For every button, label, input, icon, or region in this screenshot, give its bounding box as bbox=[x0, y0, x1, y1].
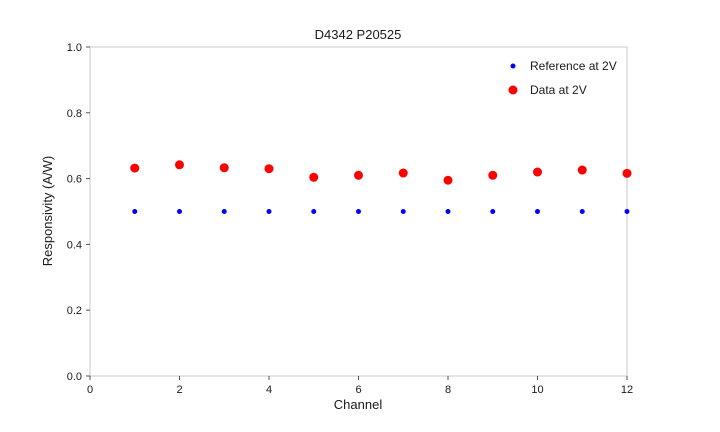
x-axis-label: Channel bbox=[334, 397, 383, 412]
reference-marker-icon bbox=[510, 63, 516, 69]
svg-text:10: 10 bbox=[531, 384, 543, 396]
svg-text:0.2: 0.2 bbox=[67, 305, 82, 317]
legend: Reference at 2V Data at 2V bbox=[508, 59, 617, 97]
svg-text:0: 0 bbox=[87, 384, 93, 396]
data-marker-icon bbox=[508, 85, 518, 95]
y-axis-label: Responsivity (A/W) bbox=[40, 156, 55, 267]
chart-title: D4342 P20525 bbox=[315, 27, 402, 42]
svg-text:0.8: 0.8 bbox=[67, 108, 82, 120]
svg-text:2: 2 bbox=[176, 384, 182, 396]
svg-text:12: 12 bbox=[621, 384, 633, 396]
svg-text:0.4: 0.4 bbox=[67, 239, 82, 251]
svg-text:1.0: 1.0 bbox=[67, 42, 82, 54]
axis-ticks: 0 2 4 6 8 10 12 0.0 0.2 0.4 0.6 0.8 1.0 bbox=[67, 42, 633, 396]
data-points bbox=[130, 160, 632, 214]
legend-item-data: Data at 2V bbox=[508, 83, 587, 97]
legend-label-reference: Reference at 2V bbox=[530, 59, 617, 73]
svg-text:6: 6 bbox=[355, 384, 361, 396]
svg-text:0.0: 0.0 bbox=[67, 371, 82, 383]
legend-label-data: Data at 2V bbox=[530, 83, 587, 97]
svg-text:0.6: 0.6 bbox=[67, 174, 82, 186]
legend-item-reference: Reference at 2V bbox=[510, 59, 617, 73]
svg-text:8: 8 bbox=[445, 384, 451, 396]
svg-text:4: 4 bbox=[266, 384, 272, 396]
